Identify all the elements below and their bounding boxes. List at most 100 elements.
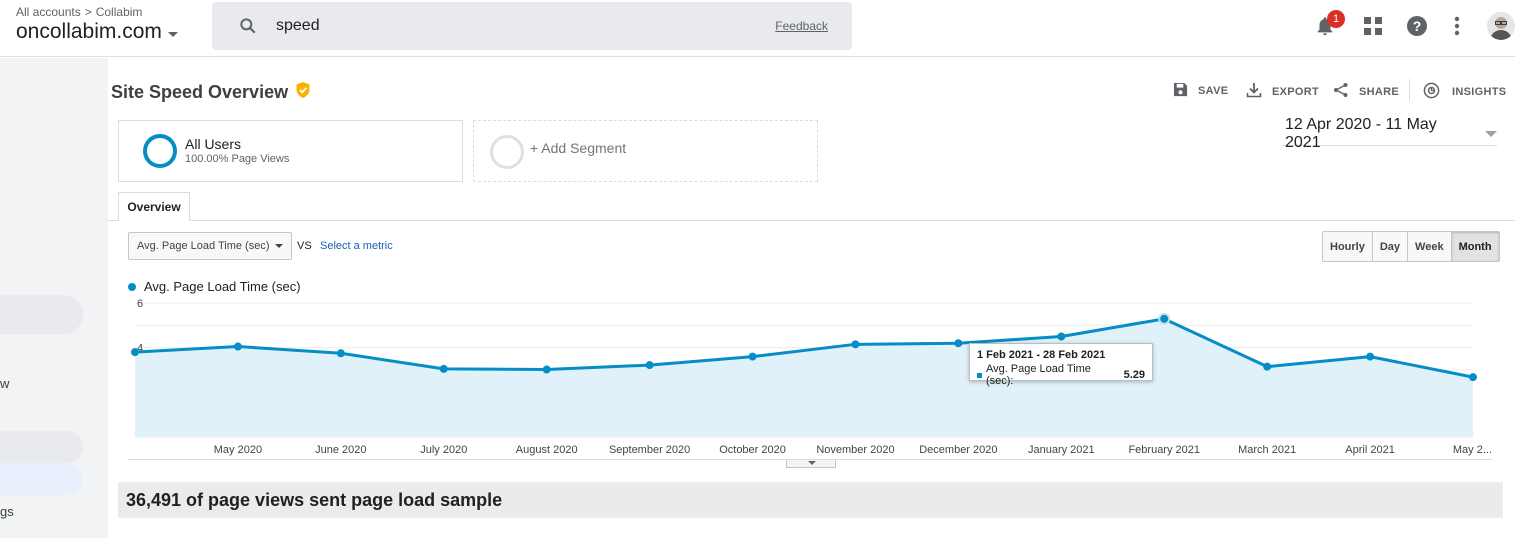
tooltip-title: 1 Feb 2021 - 28 Feb 2021 [977,349,1106,361]
data-point [131,348,139,357]
add-segment-label: + Add Segment [530,140,627,156]
summary-bar: 36,491 of page views sent page load samp… [118,482,1503,518]
granularity-week-button[interactable]: Week [1408,232,1452,261]
data-point [851,340,860,349]
x-tick-label: January 2021 [1028,444,1095,456]
chart-resize-handle[interactable] [786,460,836,468]
more-vert-icon[interactable] [1445,14,1469,38]
tab-overview-label: Overview [127,200,181,214]
chevron-down-icon [808,461,816,465]
x-tick-label: July 2020 [420,444,467,456]
y-tick-label: 4 [137,343,143,355]
granularity-toggle: Hourly Day Week Month [1322,231,1500,262]
sidebar-item-label[interactable]: gs [0,504,14,519]
apps-grid-icon[interactable] [1361,14,1385,38]
segment-all-users[interactable]: All Users 100.00% Page Views [118,120,463,182]
x-tick-label: April 2021 [1345,444,1395,456]
sidebar-item-active[interactable] [0,463,83,495]
data-point [1263,362,1272,371]
tooltip-row: Avg. Page Load Time (sec): 5.29 [977,363,1145,387]
granularity-day-button[interactable]: Day [1372,232,1409,261]
x-tick-label: May 2020 [214,444,262,456]
x-tick-label: October 2020 [719,444,786,456]
help-icon[interactable]: ? [1405,14,1429,38]
x-tick-label: May 2... [1453,444,1492,456]
export-button[interactable]: EXPORT [1246,82,1319,101]
add-segment-button[interactable]: + Add Segment [473,120,818,182]
property-selector[interactable]: oncollabim.com [16,20,178,44]
legend-label: Avg. Page Load Time (sec) [144,279,301,294]
metric-dropdown-value: Avg. Page Load Time (sec) [137,240,270,252]
breadcrumb: All accounts > Collabim [16,5,142,19]
granularity-month-button[interactable]: Month [1451,232,1499,261]
property-name: oncollabim.com [16,20,162,43]
data-point [1366,352,1375,361]
avatar[interactable] [1487,12,1515,40]
data-point [748,352,757,361]
empty-segment-ring-icon [490,135,524,169]
date-range-picker[interactable]: 12 Apr 2020 - 11 May 2021 [1283,116,1497,151]
segment-subtitle: 100.00% Page Views [185,153,290,165]
data-point [1057,332,1066,341]
data-point [233,342,242,351]
y-tick-label: 6 [137,298,143,310]
page-title: Site Speed Overview [111,81,311,104]
data-point [542,365,551,374]
sidebar-item-label[interactable]: w [0,376,10,391]
chart-baseline [128,459,1492,460]
chevron-down-icon [1485,130,1497,137]
tooltip-series-marker [977,372,982,378]
top-bar: All accounts > Collabim oncollabim.com s… [0,0,1515,57]
breadcrumb-separator: > [84,5,92,19]
breadcrumb-all-accounts[interactable]: All accounts [16,5,81,19]
data-point [439,364,448,373]
share-label: SHARE [1359,85,1400,98]
verified-shield-icon [295,81,311,104]
sidebar: w gs [0,58,108,538]
search-icon [238,16,258,41]
granularity-hourly-button[interactable]: Hourly [1323,232,1373,261]
x-tick-label: February 2021 [1128,444,1200,456]
data-point [954,339,963,348]
data-point [1158,312,1171,325]
tooltip-label: Avg. Page Load Time (sec): [985,363,1091,387]
feedback-link[interactable]: Feedback [775,19,828,33]
share-icon [1333,82,1349,101]
save-label: SAVE [1198,85,1229,97]
download-icon [1246,82,1262,101]
search-input[interactable]: speed [276,17,320,34]
series-area [135,318,1473,437]
share-button[interactable]: SHARE [1333,82,1399,101]
date-range-text: 12 Apr 2020 - 11 May 2021 [1285,115,1437,151]
chevron-down-icon [167,31,178,37]
data-point [336,349,345,358]
search-bar[interactable]: speed Feedback [212,2,852,50]
insights-icon [1423,82,1440,102]
select-metric-link[interactable]: Select a metric [320,240,393,252]
data-point [645,361,654,370]
tooltip-value: 5.29 [1123,369,1145,381]
breadcrumb-account[interactable]: Collabim [95,5,143,19]
segment-title: All Users [185,136,242,152]
save-button[interactable]: SAVE [1173,82,1228,100]
x-tick-label: August 2020 [516,444,578,456]
sidebar-item-highlight[interactable] [0,295,83,334]
insights-button[interactable]: INSIGHTS [1423,82,1506,102]
x-tick-label: December 2020 [919,444,997,456]
x-tick-label: September 2020 [609,444,690,456]
segment-ring-icon [143,134,177,168]
legend-dot [128,282,136,291]
sidebar-item-highlight[interactable] [0,431,83,463]
metric-dropdown[interactable]: Avg. Page Load Time (sec) [128,232,292,260]
page-title-text: Site Speed Overview [111,82,289,102]
save-icon [1173,82,1188,100]
tab-divider [108,220,1515,221]
summary-text: 36,491 of page views sent page load samp… [126,489,503,510]
x-tick-label: June 2020 [315,444,366,456]
chart-tooltip: 1 Feb 2021 - 28 Feb 2021 Avg. Page Load … [969,343,1153,387]
chart-legend: Avg. Page Load Time (sec) [128,279,301,294]
x-tick-label: November 2020 [816,444,894,456]
data-point [1469,373,1477,382]
tab-overview[interactable]: Overview [118,192,190,221]
